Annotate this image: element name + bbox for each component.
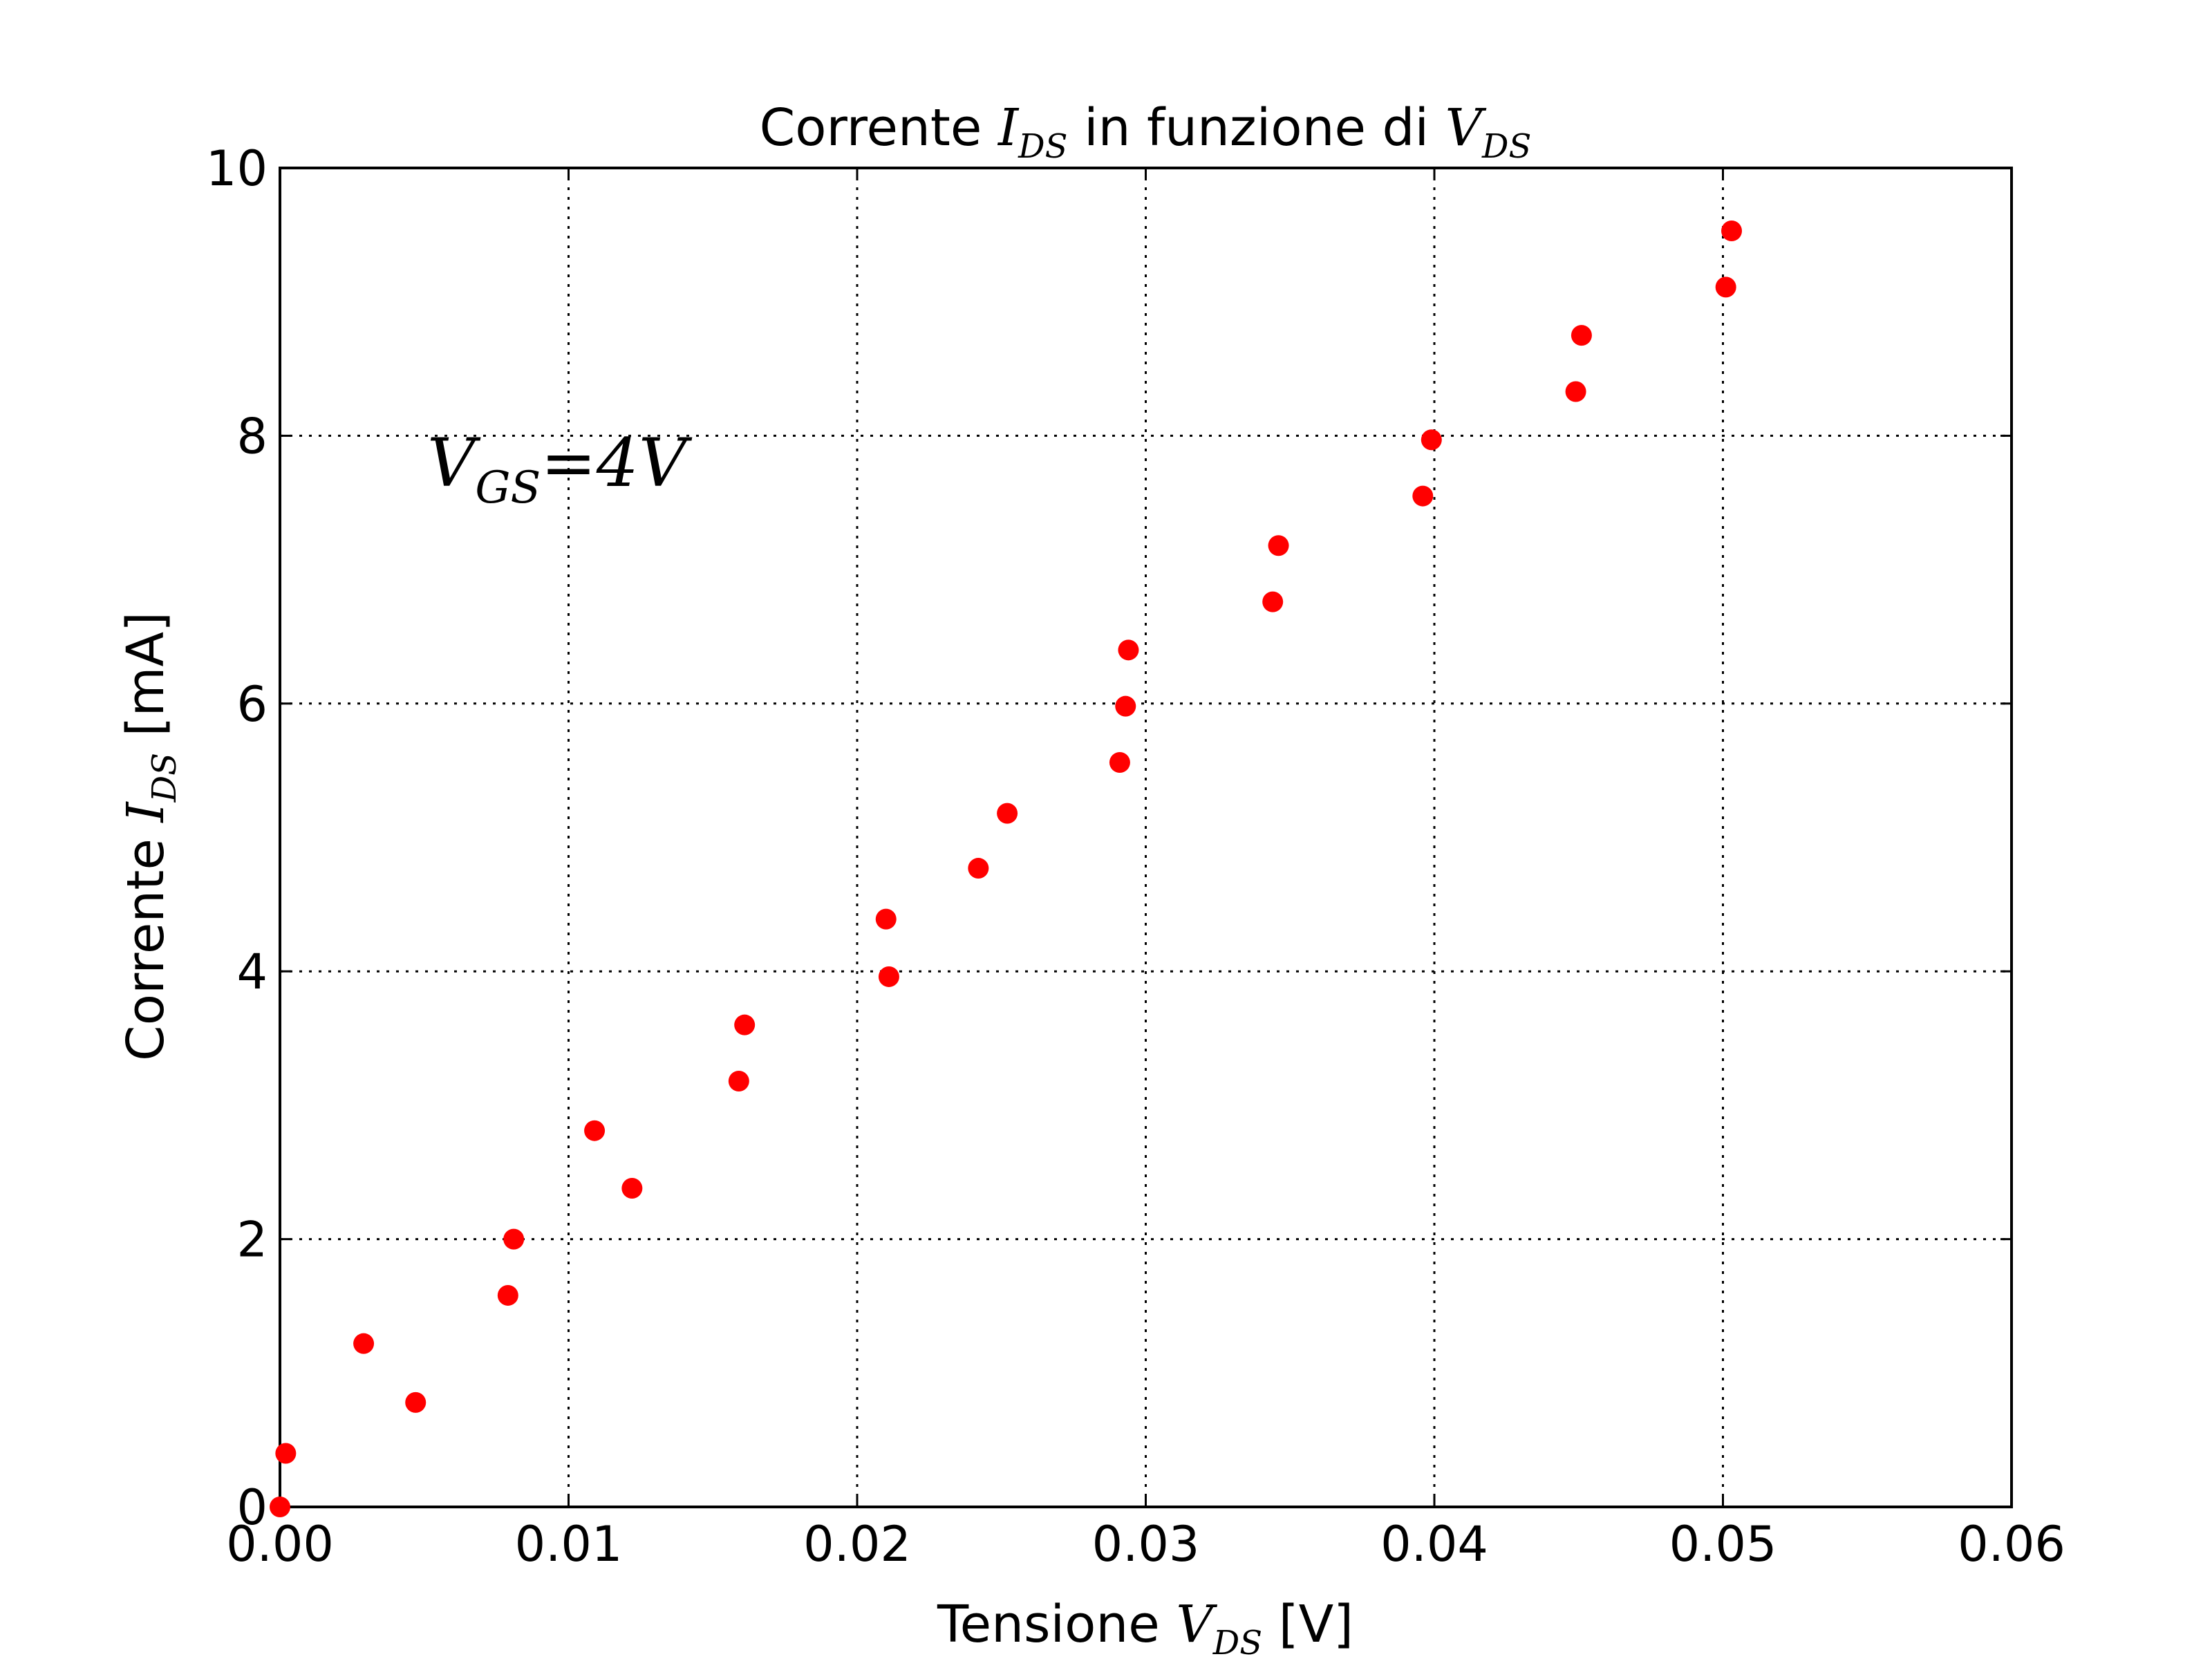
- x-tick-label: 0.06: [1958, 1516, 2065, 1573]
- data-point: [875, 908, 897, 930]
- data-point: [1721, 221, 1743, 242]
- x-axis-label: Tensione VDS [V]: [937, 1595, 1353, 1659]
- data-point: [275, 1443, 297, 1464]
- x-tick-label: 0.04: [1380, 1516, 1488, 1573]
- data-point: [1109, 752, 1130, 774]
- data-point: [353, 1333, 375, 1354]
- data-point: [1268, 535, 1289, 556]
- data-point: [405, 1391, 427, 1413]
- x-tick-label: 0.00: [226, 1516, 334, 1573]
- x-tick-label: 0.01: [515, 1516, 623, 1573]
- y-tick-label: 4: [236, 944, 268, 1000]
- grid: [280, 168, 2012, 1507]
- data-point: [270, 1497, 290, 1517]
- y-tick-label: 10: [206, 140, 268, 197]
- data-point: [584, 1120, 606, 1141]
- data-point: [1412, 485, 1434, 507]
- data-point: [497, 1284, 518, 1306]
- data-point: [1262, 591, 1284, 612]
- data-point: [1421, 429, 1442, 451]
- data-point: [1118, 639, 1139, 661]
- axis-ticks: 0.00 0.01 0.02 0.03 0.04 0.05 0.06 0 2 4 6 8 10: [206, 140, 2065, 1573]
- data-point: [734, 1014, 756, 1035]
- chart-title: Corrente IDS in funzione di VDS: [760, 98, 1532, 166]
- data-point: [1715, 276, 1736, 298]
- y-tick-label: 6: [236, 676, 268, 733]
- data-point: [997, 803, 1018, 824]
- y-tick-label: 2: [236, 1212, 268, 1268]
- data-point: [878, 966, 899, 987]
- x-tick-label: 0.03: [1092, 1516, 1200, 1573]
- x-tick-label: 0.05: [1669, 1516, 1777, 1573]
- data-point: [503, 1228, 525, 1250]
- data-points: [270, 221, 1743, 1517]
- y-axis-label: Corrente IDS [mA]: [116, 612, 184, 1061]
- data-point: [968, 858, 989, 879]
- data-point: [1115, 695, 1136, 717]
- data-point: [1571, 325, 1592, 346]
- y-tick-label: 0: [236, 1479, 268, 1536]
- data-point: [621, 1177, 643, 1199]
- vgs-annotation: VGS=4V: [427, 424, 693, 514]
- y-tick-label: 8: [236, 408, 268, 465]
- data-point: [1565, 381, 1586, 402]
- data-point: [728, 1071, 749, 1092]
- x-tick-label: 0.02: [803, 1516, 911, 1573]
